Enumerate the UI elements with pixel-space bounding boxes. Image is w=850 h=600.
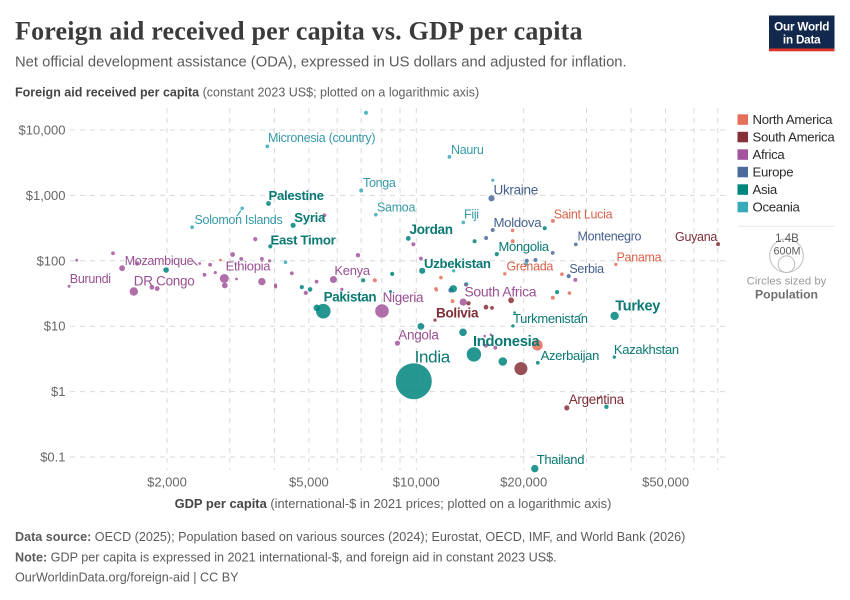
svg-text:Pakistan: Pakistan bbox=[324, 290, 377, 305]
svg-text:Foreign aid received per capit: Foreign aid received per capita (constan… bbox=[15, 86, 479, 100]
svg-text:600M: 600M bbox=[773, 246, 800, 258]
svg-text:DR Congo: DR Congo bbox=[134, 273, 195, 288]
svg-text:OurWorldinData.org/foreign-aid: OurWorldinData.org/foreign-aid | CC BY bbox=[15, 571, 239, 585]
svg-text:Mongolia: Mongolia bbox=[499, 239, 550, 254]
svg-text:Palestine: Palestine bbox=[269, 188, 324, 203]
svg-text:$20,000: $20,000 bbox=[500, 474, 547, 489]
svg-text:Burundi: Burundi bbox=[70, 272, 111, 286]
svg-text:North America: North America bbox=[753, 112, 834, 127]
svg-text:Nauru: Nauru bbox=[451, 143, 484, 157]
svg-text:Turkmenistan: Turkmenistan bbox=[513, 311, 588, 326]
svg-text:Nigeria: Nigeria bbox=[383, 290, 424, 305]
svg-text:Argentina: Argentina bbox=[569, 392, 625, 407]
svg-text:$1,000: $1,000 bbox=[26, 188, 66, 203]
svg-text:Kazakhstan: Kazakhstan bbox=[614, 342, 679, 357]
svg-text:Kenya: Kenya bbox=[334, 263, 370, 278]
svg-text:Samoa: Samoa bbox=[377, 201, 415, 215]
svg-text:Circles sized by: Circles sized by bbox=[747, 276, 827, 288]
svg-text:India: India bbox=[415, 348, 451, 367]
svg-text:Thailand: Thailand bbox=[537, 452, 585, 467]
svg-text:$10,000: $10,000 bbox=[393, 474, 440, 489]
svg-text:Ukraine: Ukraine bbox=[494, 182, 538, 197]
svg-text:South America: South America bbox=[753, 130, 836, 145]
svg-text:Tonga: Tonga bbox=[363, 176, 396, 190]
svg-text:$5,000: $5,000 bbox=[289, 474, 329, 489]
svg-text:Panama: Panama bbox=[617, 250, 662, 264]
svg-text:Azerbaijan: Azerbaijan bbox=[541, 348, 599, 363]
svg-text:GDP per capita (international-: GDP per capita (international-$ in 2021 … bbox=[175, 496, 612, 511]
svg-text:Syria: Syria bbox=[294, 210, 326, 225]
svg-text:Africa: Africa bbox=[753, 147, 786, 162]
svg-text:Jordan: Jordan bbox=[410, 222, 453, 237]
svg-text:$1: $1 bbox=[51, 384, 65, 399]
svg-text:$50,000: $50,000 bbox=[642, 474, 689, 489]
svg-text:Solomon Islands: Solomon Islands bbox=[195, 213, 283, 227]
svg-text:Oceania: Oceania bbox=[753, 200, 801, 215]
svg-text:Montenegro: Montenegro bbox=[578, 230, 642, 244]
svg-text:$100: $100 bbox=[37, 253, 66, 268]
svg-text:Bolivia: Bolivia bbox=[436, 306, 479, 321]
svg-text:$0.1: $0.1 bbox=[40, 450, 65, 465]
svg-text:Mozambique: Mozambique bbox=[125, 254, 194, 268]
svg-text:Grenada: Grenada bbox=[507, 260, 554, 274]
svg-text:Angola: Angola bbox=[398, 327, 439, 342]
svg-text:1.4B: 1.4B bbox=[775, 233, 799, 245]
svg-text:Uzbekistan: Uzbekistan bbox=[424, 256, 491, 271]
svg-text:Guyana: Guyana bbox=[675, 230, 717, 244]
svg-text:in Data: in Data bbox=[783, 34, 821, 47]
svg-text:Population: Population bbox=[755, 287, 818, 301]
svg-text:Micronesia (country): Micronesia (country) bbox=[268, 131, 375, 145]
svg-text:Ethiopia: Ethiopia bbox=[226, 259, 272, 274]
svg-text:South Africa: South Africa bbox=[464, 284, 536, 300]
svg-text:Moldova: Moldova bbox=[494, 215, 543, 230]
svg-text:Turkey: Turkey bbox=[615, 299, 660, 315]
svg-text:$2,000: $2,000 bbox=[147, 474, 187, 489]
svg-text:Fiji: Fiji bbox=[464, 207, 479, 221]
svg-text:Asia: Asia bbox=[753, 182, 778, 197]
svg-text:$10: $10 bbox=[44, 319, 66, 334]
svg-text:Net official development assis: Net official development assistance (ODA… bbox=[15, 55, 627, 71]
svg-text:Europe: Europe bbox=[753, 165, 794, 180]
svg-text:$10,000: $10,000 bbox=[19, 123, 66, 138]
svg-text:Foreign aid received per capit: Foreign aid received per capita vs. GDP … bbox=[15, 17, 583, 46]
svg-text:Indonesia: Indonesia bbox=[473, 334, 540, 350]
svg-text:Serbia: Serbia bbox=[569, 262, 604, 276]
svg-text:Data source: OECD (2025); Popu: Data source: OECD (2025); Population bas… bbox=[15, 530, 685, 544]
svg-text:Saint Lucia: Saint Lucia bbox=[554, 208, 613, 222]
svg-text:Note: GDP per capita is expres: Note: GDP per capita is expressed in 202… bbox=[15, 551, 557, 565]
svg-text:East Timor: East Timor bbox=[271, 233, 336, 248]
svg-text:Our World: Our World bbox=[774, 21, 829, 34]
